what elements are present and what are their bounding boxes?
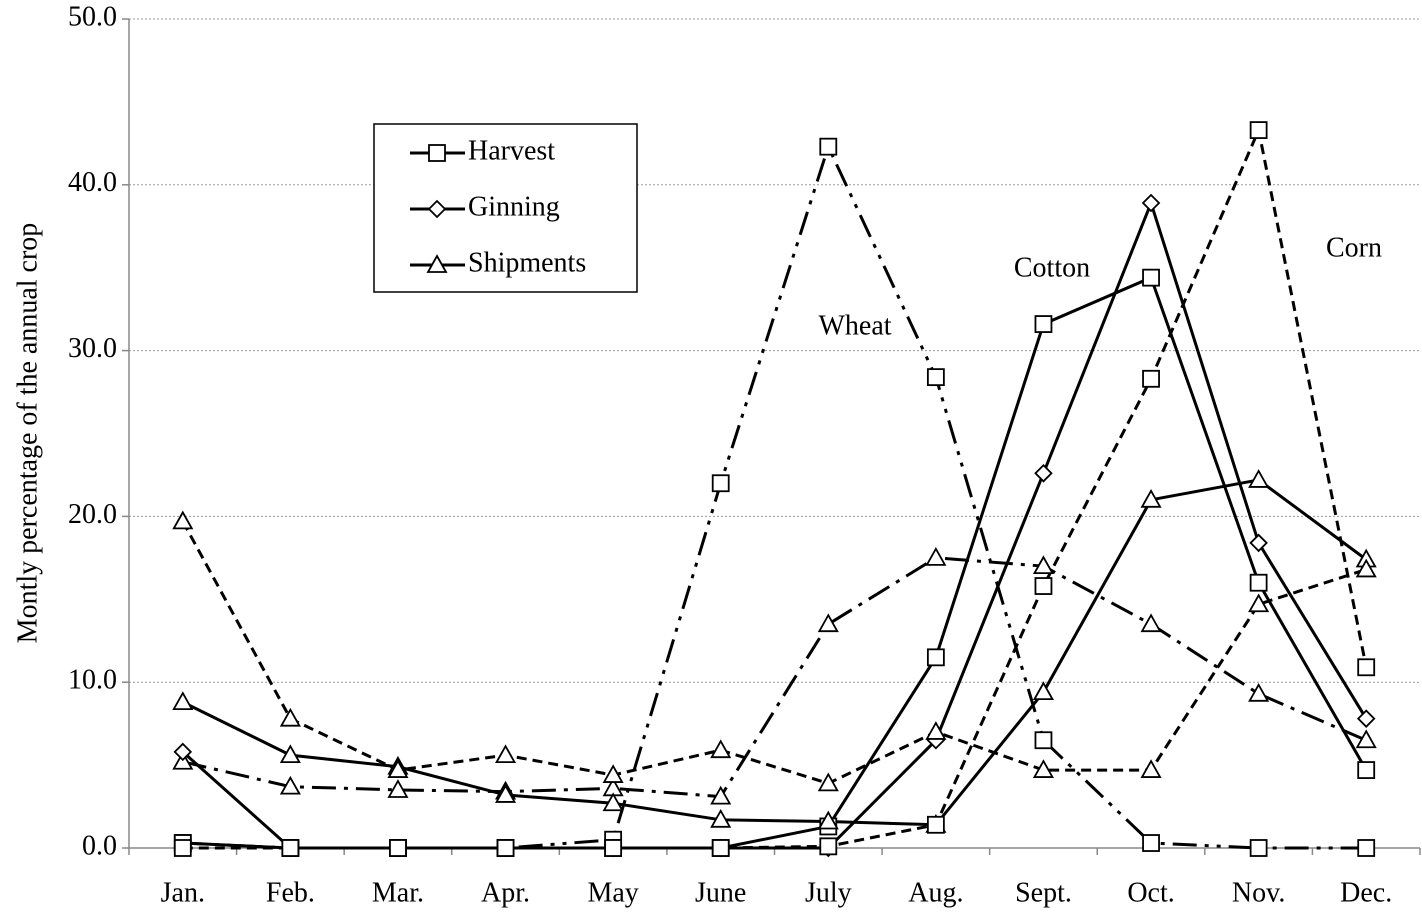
data-point [1032, 681, 1054, 701]
y-tick-label: 0.0 [82, 830, 117, 861]
x-tick-label: Mar. [372, 877, 424, 908]
data-point [389, 839, 407, 857]
data-point [604, 839, 623, 857]
x-tick-label: Oct. [1127, 877, 1174, 908]
data-point [1034, 315, 1053, 333]
data-point [495, 784, 517, 803]
y-tick-label: 10.0 [68, 665, 117, 696]
data-point [1034, 731, 1053, 750]
data-point [1032, 759, 1054, 778]
data-point [1034, 577, 1053, 595]
data-point [387, 779, 409, 798]
crop-label: Wheat [818, 310, 891, 341]
data-point [710, 739, 732, 759]
x-tick-label: Dec. [1340, 877, 1392, 908]
data-point [1356, 709, 1376, 728]
data-point [1140, 613, 1162, 633]
series-line [181, 198, 1368, 850]
data-point [279, 744, 301, 764]
data-point [925, 721, 947, 740]
x-tick-label: Feb. [266, 877, 315, 908]
data-point [1142, 834, 1160, 852]
data-point [279, 707, 301, 727]
x-tick-label: Nov. [1232, 877, 1285, 908]
series-line [182, 142, 1367, 850]
data-point [1032, 555, 1054, 575]
data-point [495, 744, 517, 764]
data-point [1141, 193, 1161, 213]
x-tick-label: Sept. [1015, 877, 1072, 908]
data-point [819, 837, 838, 856]
data-point [819, 137, 838, 156]
y-axis-label: Montly percentage of the annual crop [12, 223, 43, 644]
x-tick-label: Apr. [481, 877, 530, 908]
data-point [817, 772, 839, 792]
x-tick-label: Jan. [161, 877, 205, 908]
legend-label: Harvest [468, 135, 555, 166]
series-line [182, 478, 1368, 827]
series-line [181, 520, 1367, 785]
data-point [711, 474, 730, 493]
data-point [926, 368, 945, 387]
data-point [602, 792, 624, 812]
crop-label: Cotton [1014, 252, 1090, 283]
data-point [817, 613, 839, 633]
series-line [182, 556, 1367, 799]
x-tick-label: May [587, 877, 638, 908]
data-point [173, 839, 192, 857]
data-point [710, 785, 732, 805]
series-line [182, 125, 1368, 850]
data-point [1248, 469, 1270, 488]
data-point [1355, 729, 1377, 749]
data-point [1249, 533, 1268, 553]
data-point [1142, 369, 1160, 388]
data-point [1248, 593, 1270, 613]
data-point [602, 764, 624, 783]
data-point [1357, 839, 1376, 857]
data-point [710, 808, 732, 828]
legend-label: Shipments [468, 247, 586, 278]
data-point [1249, 839, 1268, 857]
legend-marker [426, 254, 448, 273]
data-point [173, 742, 193, 762]
y-tick-label: 20.0 [68, 499, 117, 530]
data-point [817, 810, 839, 830]
data-point [496, 839, 515, 857]
legend-marker [428, 144, 446, 162]
data-point [926, 815, 945, 834]
legend-marker [427, 199, 447, 219]
data-point [172, 691, 194, 710]
data-point [1142, 268, 1160, 287]
crop-label: Corn [1326, 232, 1382, 263]
x-tick-label: June [695, 877, 746, 908]
y-tick-label: 30.0 [68, 333, 117, 364]
data-point [1249, 573, 1268, 592]
data-point [281, 839, 300, 857]
data-point [1357, 761, 1376, 779]
data-point [926, 648, 945, 667]
data-point [1249, 121, 1268, 139]
data-point [387, 759, 409, 778]
data-point [1355, 558, 1377, 578]
x-tick-label: Aug. [908, 877, 963, 908]
data-point [711, 839, 730, 857]
data-point [925, 547, 947, 566]
data-point [1140, 488, 1162, 508]
data-point [279, 775, 301, 795]
data-point [1357, 658, 1376, 677]
y-tick-label: 50.0 [68, 1, 117, 32]
data-point [172, 510, 194, 530]
data-point [1034, 464, 1053, 483]
legend-label: Ginning [468, 191, 560, 222]
x-tick-label: July [805, 877, 852, 908]
data-point [1248, 682, 1270, 702]
y-tick-label: 40.0 [68, 167, 117, 198]
data-point [1140, 759, 1162, 778]
